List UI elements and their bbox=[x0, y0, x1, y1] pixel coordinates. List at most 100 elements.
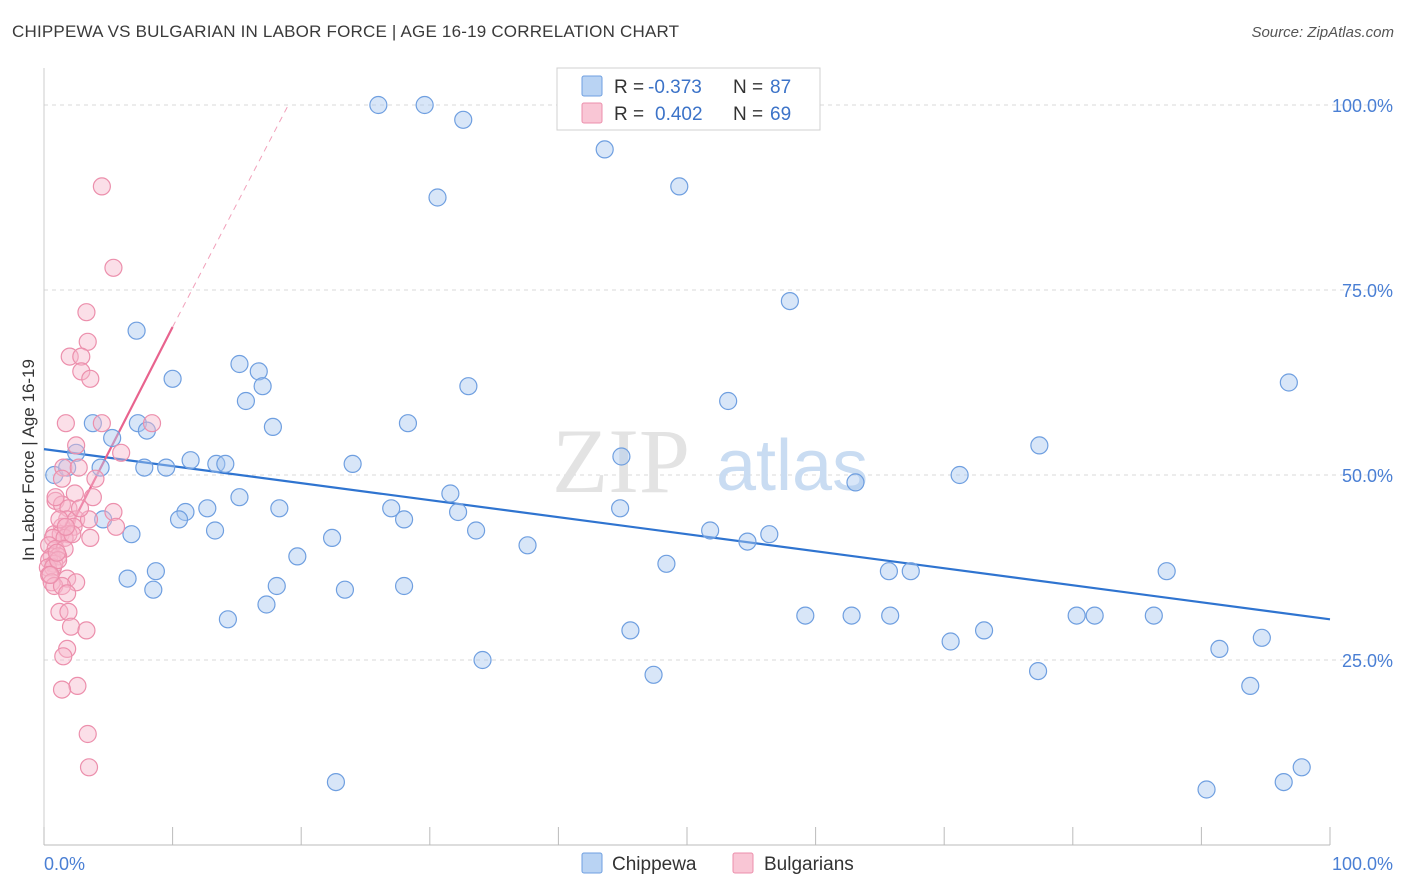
point-chippewa-60 bbox=[267, 576, 286, 596]
point-bulgarians-64 bbox=[50, 510, 69, 529]
point-chippewa-30 bbox=[343, 454, 362, 473]
legend-r-value-2: 0.402 bbox=[655, 104, 703, 125]
point-chippewa-57 bbox=[1157, 562, 1176, 581]
y-tick-label-1: 50.0% bbox=[1342, 466, 1393, 486]
legend-r-label-1: R = bbox=[614, 77, 644, 98]
point-bulgarians-14 bbox=[69, 458, 88, 477]
point-bulgarians-0 bbox=[92, 177, 111, 196]
point-bulgarians-65 bbox=[46, 488, 65, 507]
trend-line-bulgarians-extension bbox=[172, 104, 289, 328]
point-bulgarians-22 bbox=[104, 502, 123, 522]
point-chippewa-31 bbox=[950, 465, 969, 485]
point-chippewa-37 bbox=[270, 499, 289, 518]
point-chippewa-13 bbox=[1279, 373, 1298, 392]
legend-swatch-chippewa bbox=[581, 75, 603, 97]
point-bulgarians-62 bbox=[41, 565, 60, 585]
point-chippewa-68 bbox=[1067, 606, 1086, 625]
point-bulgarians-60 bbox=[79, 758, 99, 777]
point-bulgarians-54 bbox=[77, 621, 96, 640]
point-chippewa-81 bbox=[1197, 780, 1216, 799]
point-chippewa-52 bbox=[288, 547, 307, 566]
point-chippewa-19 bbox=[1030, 436, 1049, 455]
point-chippewa-3 bbox=[670, 177, 689, 196]
point-bulgarians-11 bbox=[67, 436, 86, 455]
y-tick-label-2: 75.0% bbox=[1342, 281, 1393, 301]
point-chippewa-46 bbox=[466, 521, 486, 540]
point-bulgarians-28 bbox=[106, 517, 126, 536]
y-tick-label-3: 100.0% bbox=[1332, 96, 1393, 116]
point-chippewa-70 bbox=[1144, 606, 1163, 625]
point-bulgarians-8 bbox=[56, 414, 75, 433]
point-chippewa-28 bbox=[135, 458, 154, 477]
bottom-legend-chippewa: Chippewa bbox=[612, 854, 697, 875]
point-chippewa-49 bbox=[760, 525, 779, 544]
point-chippewa-48 bbox=[738, 532, 757, 551]
point-chippewa-24 bbox=[216, 454, 235, 473]
point-chippewa-12 bbox=[459, 377, 478, 396]
point-chippewa-16 bbox=[263, 417, 283, 436]
point-chippewa-76 bbox=[473, 650, 492, 670]
point-bulgarians-63 bbox=[63, 525, 82, 544]
chart-title: CHIPPEWA VS BULGARIAN IN LABOR FORCE | A… bbox=[12, 22, 680, 41]
point-chippewa-83 bbox=[1292, 758, 1311, 777]
point-chippewa-59 bbox=[144, 580, 163, 599]
point-chippewa-18 bbox=[103, 428, 122, 448]
point-bulgarians-12 bbox=[112, 443, 131, 462]
point-chippewa-61 bbox=[335, 580, 355, 599]
point-chippewa-45 bbox=[205, 521, 225, 540]
watermark-atlas: atlas bbox=[716, 426, 868, 506]
point-chippewa-58 bbox=[118, 569, 137, 588]
point-chippewa-27 bbox=[91, 458, 110, 477]
point-chippewa-6 bbox=[127, 321, 146, 340]
bottom-legend-swatch-bulgarians bbox=[732, 852, 754, 874]
point-chippewa-71 bbox=[621, 621, 640, 640]
bottom-legend-bulgarians: Bulgarians bbox=[764, 854, 854, 875]
trend-line-chippewa bbox=[43, 448, 1331, 621]
point-chippewa-39 bbox=[448, 502, 468, 522]
legend-n-value-2: 69 bbox=[770, 104, 791, 125]
point-chippewa-34 bbox=[441, 484, 460, 503]
point-chippewa-8 bbox=[249, 362, 268, 381]
legend-n-value-1: 87 bbox=[770, 77, 791, 98]
point-chippewa-4 bbox=[428, 188, 447, 207]
point-chippewa-80 bbox=[326, 772, 346, 792]
point-bulgarians-50 bbox=[58, 584, 77, 603]
point-chippewa-72 bbox=[941, 632, 960, 651]
point-chippewa-63 bbox=[257, 595, 276, 614]
point-bulgarians-59 bbox=[78, 724, 97, 744]
point-chippewa-35 bbox=[176, 502, 195, 522]
point-chippewa-2 bbox=[595, 140, 614, 159]
x-tick-label-min: 0.0% bbox=[44, 854, 85, 874]
point-chippewa-41 bbox=[394, 510, 414, 529]
y-axis-label: In Labor Force | Age 16-19 bbox=[19, 359, 38, 561]
point-chippewa-67 bbox=[881, 606, 900, 625]
point-bulgarians-57 bbox=[68, 676, 87, 696]
point-chippewa-22 bbox=[181, 451, 200, 470]
point-bulgarians-53 bbox=[61, 617, 81, 636]
point-chippewa-36 bbox=[198, 499, 217, 518]
y-tick-labels: 25.0% 50.0% 75.0% 100.0% bbox=[1332, 96, 1393, 671]
point-chippewa-86 bbox=[253, 377, 272, 396]
point-chippewa-42 bbox=[169, 510, 189, 529]
point-chippewa-33 bbox=[230, 488, 249, 507]
point-bulgarians-18 bbox=[83, 488, 102, 507]
point-bulgarians-66 bbox=[70, 499, 90, 518]
point-chippewa-44 bbox=[122, 525, 141, 544]
legend-n-label-2: N = bbox=[733, 104, 763, 125]
point-bulgarians-5 bbox=[72, 347, 91, 366]
point-chippewa-40 bbox=[611, 499, 630, 518]
point-bulgarians-1 bbox=[104, 258, 123, 277]
point-chippewa-0 bbox=[369, 95, 388, 115]
point-chippewa-10 bbox=[236, 391, 256, 411]
point-bulgarians-67 bbox=[47, 543, 66, 562]
point-bulgarians-15 bbox=[86, 469, 105, 488]
point-bulgarians-34 bbox=[81, 528, 100, 548]
series-legend: Chippewa Bulgarians bbox=[581, 852, 854, 875]
point-chippewa-79 bbox=[1241, 676, 1260, 696]
legend-r-value-1: -0.373 bbox=[648, 77, 702, 98]
x-tick-label-max: 100.0% bbox=[1332, 854, 1393, 874]
point-chippewa-77 bbox=[644, 665, 663, 684]
point-chippewa-17 bbox=[398, 414, 418, 433]
point-chippewa-55 bbox=[879, 562, 899, 581]
